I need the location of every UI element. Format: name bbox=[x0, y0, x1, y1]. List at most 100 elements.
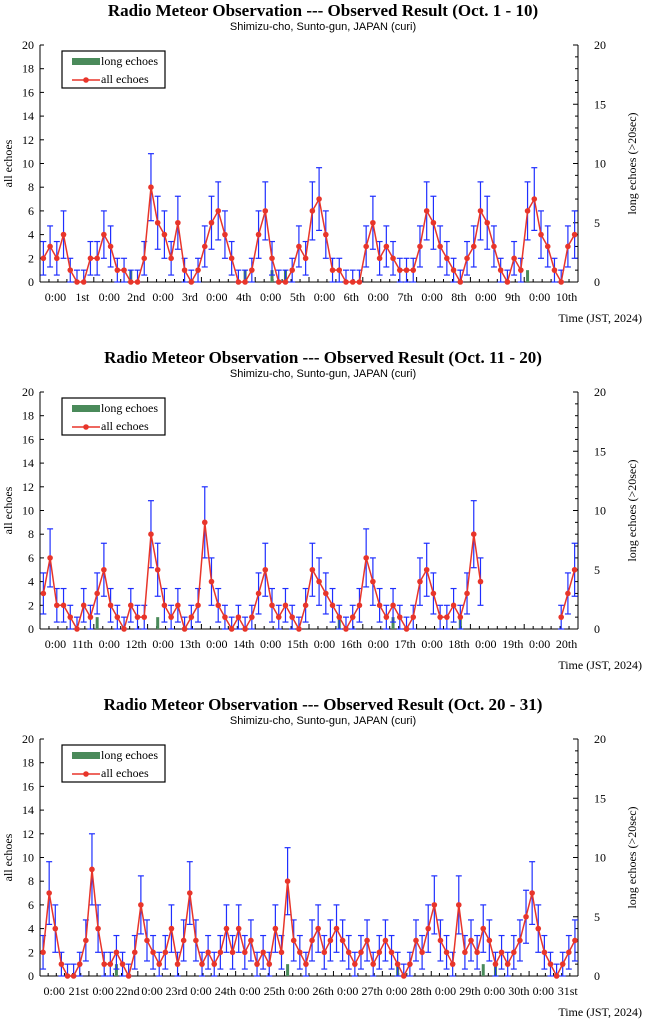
all-echoes-point bbox=[180, 937, 187, 944]
x-tick-label: 0:00 bbox=[288, 984, 309, 998]
all-echoes-point bbox=[144, 937, 150, 944]
all-echoes-point bbox=[316, 578, 322, 585]
y2-tick-label: 20 bbox=[594, 38, 606, 52]
all-echoes-point bbox=[370, 219, 376, 226]
chart-title: Radio Meteor Observation --- Observed Re… bbox=[104, 695, 543, 714]
all-echoes-point bbox=[450, 602, 457, 609]
all-echoes-point bbox=[181, 626, 188, 632]
long-echo-bar bbox=[114, 964, 118, 976]
all-echoes-point bbox=[396, 614, 403, 620]
y-tick-label: 4 bbox=[28, 922, 34, 936]
all-echoes-point bbox=[175, 219, 181, 226]
all-echoes-point bbox=[162, 949, 169, 956]
all-echoes-point bbox=[52, 925, 59, 932]
all-echoes-point bbox=[272, 925, 279, 932]
x-tick-label: 0:00 bbox=[206, 637, 227, 651]
all-echoes-point bbox=[282, 602, 289, 609]
all-echoes-point bbox=[376, 255, 383, 262]
y-axis-label: all echoes bbox=[1, 486, 15, 534]
all-echoes-point bbox=[107, 961, 114, 967]
legend-box bbox=[61, 744, 166, 783]
all-echoes-point bbox=[64, 973, 71, 979]
all-echoes-point bbox=[303, 961, 309, 967]
all-echoes-point bbox=[477, 578, 484, 585]
y-tick-label: 8 bbox=[28, 527, 34, 541]
x-tick-label: 0:00 bbox=[314, 637, 335, 651]
all-echoes-point bbox=[174, 961, 181, 967]
all-echoes-point bbox=[309, 937, 315, 944]
x-tick-label: 0:00 bbox=[190, 984, 211, 998]
all-echoes-point bbox=[296, 243, 302, 250]
y-tick-label: 12 bbox=[22, 480, 34, 494]
x-tick-label: 0:00 bbox=[475, 637, 496, 651]
all-echoes-point bbox=[558, 279, 564, 285]
all-echoes-point bbox=[403, 626, 410, 632]
all-echoes-point bbox=[423, 208, 430, 214]
all-echoes-point bbox=[457, 279, 464, 285]
all-echoes-point bbox=[431, 902, 438, 908]
all-echoes-point bbox=[186, 890, 193, 896]
all-echoes-point bbox=[127, 279, 134, 285]
y-tick-label: 2 bbox=[28, 251, 34, 265]
all-echoes-point bbox=[101, 961, 107, 967]
all-echoes-point bbox=[565, 590, 571, 597]
x-tick-label: 15th bbox=[287, 637, 308, 651]
all-echoes-point bbox=[228, 255, 235, 262]
legend-long-swatch bbox=[72, 405, 100, 412]
y-tick-label: 20 bbox=[22, 385, 34, 399]
all-echoes-point bbox=[329, 267, 336, 273]
x-tick-label: 4th bbox=[236, 290, 251, 304]
y-tick-label: 10 bbox=[22, 157, 34, 171]
all-echoes-point bbox=[535, 925, 542, 932]
all-echoes-point bbox=[419, 949, 425, 956]
all-echoes-point bbox=[457, 614, 464, 620]
y2-tick-label: 20 bbox=[594, 732, 606, 746]
x-tick-label: 25th bbox=[264, 984, 285, 998]
all-echoes-point bbox=[201, 243, 208, 250]
x-tick-label: 0:00 bbox=[529, 637, 550, 651]
all-echoes-point bbox=[444, 255, 450, 262]
all-echoes-point bbox=[571, 231, 578, 238]
legend: long echoes all echoes bbox=[61, 397, 166, 436]
all-echoes-point bbox=[269, 602, 275, 609]
all-echoes-point bbox=[131, 949, 138, 956]
x-tick-label: 0:00 bbox=[337, 984, 358, 998]
all-echoes-point bbox=[262, 208, 269, 214]
chart-subtitle: Shimizu-cho, Sunto-gun, JAPAN (curi) bbox=[230, 21, 416, 33]
all-echoes-point bbox=[437, 614, 443, 620]
all-echoes-point bbox=[254, 961, 260, 967]
all-echoes-point bbox=[101, 231, 107, 238]
x-axis-label: Time (JST, 2024) bbox=[558, 1005, 642, 1019]
all-echoes-point bbox=[329, 602, 336, 609]
all-echoes-point bbox=[150, 949, 156, 956]
all-echoes-point bbox=[266, 961, 273, 967]
all-echoes-point bbox=[195, 602, 201, 609]
all-echoes-point bbox=[40, 255, 47, 262]
all-echoes-point bbox=[336, 267, 343, 273]
x-tick-label: 23rd bbox=[166, 984, 188, 998]
all-echoes-point bbox=[121, 626, 127, 632]
y2-tick-label: 10 bbox=[594, 504, 606, 518]
all-echoes-point bbox=[94, 255, 100, 262]
x-tick-label: 3rd bbox=[182, 290, 198, 304]
x-tick-label: 17th bbox=[394, 637, 415, 651]
all-echoes-point bbox=[269, 255, 275, 262]
legend-all-marker bbox=[83, 771, 89, 777]
y-axis-label: all echoes bbox=[1, 139, 15, 187]
all-echoes-point bbox=[356, 279, 363, 285]
all-echoes-point bbox=[383, 614, 390, 620]
all-echoes-point bbox=[529, 890, 535, 896]
y-tick-label: 4 bbox=[28, 575, 34, 589]
all-echoes-point bbox=[296, 626, 302, 632]
all-echoes-point bbox=[517, 937, 523, 944]
x-tick-label: 19th bbox=[502, 637, 523, 651]
y-tick-label: 2 bbox=[28, 598, 34, 612]
legend-box bbox=[61, 50, 166, 89]
y-tick-label: 6 bbox=[28, 204, 34, 218]
x-tick-label: 0:00 bbox=[152, 290, 173, 304]
all-echoes-point bbox=[345, 949, 352, 956]
x-tick-label: 24th bbox=[215, 984, 236, 998]
x-tick-label: 0:00 bbox=[141, 984, 162, 998]
all-echoes-point bbox=[523, 913, 529, 920]
all-echoes-point bbox=[58, 961, 65, 967]
